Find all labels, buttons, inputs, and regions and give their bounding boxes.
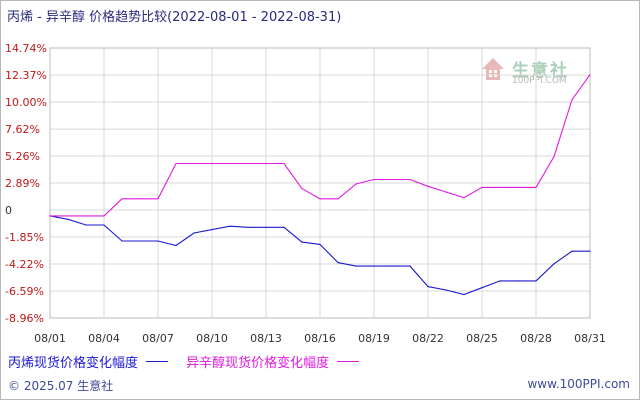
x-tick-label: 08/04 (88, 332, 120, 345)
footer-copyright: © 2025.07 生意社 (8, 379, 114, 393)
y-tick-label: -6.59% (5, 285, 44, 298)
series-2-point (427, 185, 429, 187)
series-1-point (121, 240, 123, 242)
x-tick-label: 08/07 (142, 332, 174, 345)
series-1-point (175, 244, 177, 247)
series-1-point (193, 232, 195, 234)
legend-item-isooctanol: 异辛醇现货价格变化幅度 (186, 352, 360, 371)
series-2-point (391, 178, 393, 181)
series-2-point (319, 198, 321, 200)
series-2-point (49, 215, 51, 217)
series-2-point (553, 156, 555, 158)
series-1-point (427, 286, 429, 288)
y-tick-label: -8.96% (5, 312, 44, 325)
series-2-point (193, 162, 195, 165)
series-2-point (517, 186, 519, 188)
series-1-point (301, 241, 303, 243)
series-1-point (355, 265, 357, 267)
series-2-point (445, 191, 447, 193)
legend-label-propylene: 丙烯现货价格变化幅度 (8, 356, 139, 371)
series-2-point (139, 198, 141, 200)
series-2-point (265, 162, 267, 165)
y-tick-label: 0 (5, 204, 12, 217)
y-tick-label: 12.37% (5, 69, 47, 82)
y-tick-label: -1.85% (5, 231, 44, 244)
x-tick-label: 08/22 (412, 332, 444, 345)
series-1-point (481, 287, 483, 289)
series-2-point (283, 162, 285, 165)
y-tick-label: 10.00% (5, 96, 47, 109)
series-2-point (481, 186, 483, 188)
series-2-point (247, 162, 249, 165)
series-1-point (499, 280, 501, 282)
chart-legend: 丙烯现货价格变化幅度 异辛醇现货价格变化幅度 (8, 352, 373, 371)
y-tick-label: 2.89% (5, 177, 40, 190)
x-tick-label: 08/28 (520, 332, 552, 345)
series-2-point (355, 183, 357, 185)
series-2-point (175, 162, 177, 165)
y-tick-label: -4.22% (5, 258, 44, 271)
series-1-point (247, 226, 249, 228)
series-1-point (85, 224, 87, 226)
x-tick-label: 08/10 (196, 332, 228, 345)
series-1-point (463, 293, 465, 296)
chart-title: 丙烯 - 异辛醇 价格趋势比较(2022-08-01 - 2022-08-31) (7, 6, 341, 25)
series-1-point (337, 262, 339, 264)
series-2-point (103, 215, 105, 217)
series-1-point (319, 243, 321, 245)
series-1-point (211, 229, 213, 231)
series-2-point (229, 162, 231, 165)
series-2-point (571, 99, 573, 101)
series-2-point (85, 215, 87, 217)
series-2-point (535, 186, 537, 188)
x-tick-label: 08/16 (304, 332, 336, 345)
series-1-point (67, 218, 69, 220)
legend-item-propylene: 丙烯现货价格变化幅度 (8, 352, 169, 371)
chart-title-text: 丙烯 - 异辛醇 价格趋势比较 (7, 10, 168, 25)
series-1-point (265, 226, 267, 228)
x-tick-label: 08/01 (34, 332, 66, 345)
series-2-point (67, 215, 69, 217)
legend-label-isooctanol: 异辛醇现货价格变化幅度 (186, 356, 330, 371)
y-tick-label: 5.26% (5, 150, 40, 163)
legend-swatch-isooctanol (337, 361, 360, 362)
series-2-point (211, 162, 213, 165)
series-1-point (373, 265, 375, 267)
plot-border (49, 47, 591, 319)
x-tick-label: 08/13 (250, 332, 282, 345)
series-1-point (139, 240, 141, 242)
series-1-point (553, 263, 555, 265)
series-1-point (103, 224, 105, 226)
series-1-point (589, 250, 591, 252)
series-1-point (535, 280, 537, 282)
series-1-point (229, 225, 231, 227)
watermark-brand: 生意社 (512, 61, 569, 81)
footer-url[interactable]: www.100PPI.com (527, 377, 630, 391)
series-2-point (499, 186, 501, 188)
series-1-point (391, 265, 393, 267)
series-2-point (589, 74, 591, 76)
x-tick-label: 08/19 (358, 332, 390, 345)
series-1-point (283, 226, 285, 228)
series-2-point (463, 197, 465, 199)
series-2-point (157, 198, 159, 200)
series-2-point (409, 178, 411, 181)
legend-swatch-propylene (146, 361, 169, 362)
series-2-point (337, 198, 339, 200)
x-tick-label: 08/31 (574, 332, 606, 345)
series-1-point (157, 240, 159, 242)
series-2-point (301, 188, 303, 190)
series-1-point (517, 280, 519, 282)
chart-date-range: (2022-08-01 - 2022-08-31) (167, 10, 342, 25)
y-tick-label: 14.74% (5, 42, 47, 55)
x-tick-label: 08/25 (466, 332, 498, 345)
y-tick-label: 7.62% (5, 123, 40, 136)
series-2-point (121, 198, 123, 200)
series-1-point (571, 250, 573, 252)
watermark-site: 100PPI.COM (512, 76, 567, 86)
series-1-point (409, 265, 411, 267)
series-1-point (445, 289, 447, 291)
series-2-point (373, 178, 375, 181)
